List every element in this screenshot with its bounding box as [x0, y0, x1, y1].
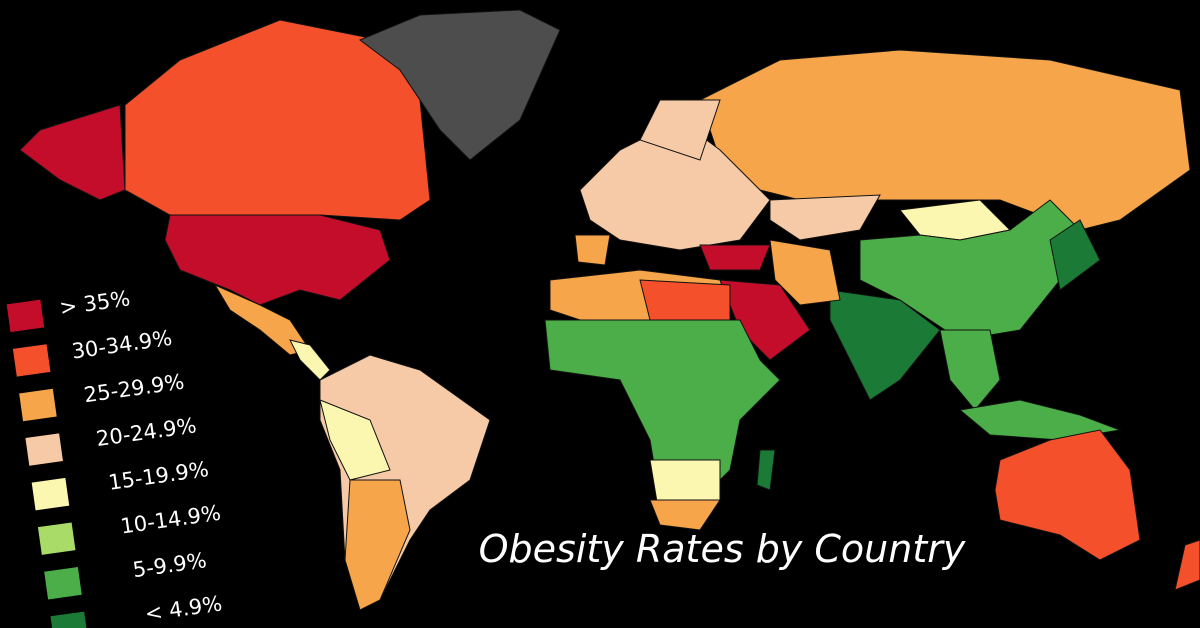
- central-america: [289, 339, 331, 381]
- legend-swatch: [25, 433, 63, 466]
- southeast-asia: [939, 329, 1001, 411]
- iberia: [574, 234, 611, 266]
- new-zealand: [1174, 539, 1200, 591]
- legend-swatch: [12, 344, 51, 377]
- usa: [164, 214, 391, 306]
- alaska: [19, 104, 126, 201]
- scandinavia: [639, 99, 721, 161]
- australia: [994, 429, 1141, 561]
- greenland: [359, 9, 561, 161]
- india: [829, 289, 941, 401]
- south-africa: [649, 499, 721, 531]
- madagascar: [756, 449, 776, 491]
- japan: [1049, 219, 1101, 291]
- canada: [124, 19, 431, 221]
- kazakhstan: [769, 194, 881, 241]
- legend-swatch: [19, 388, 57, 422]
- andes-region: [319, 399, 391, 481]
- argentina: [344, 479, 411, 611]
- legend-swatch: [6, 299, 45, 333]
- legend-swatch: [37, 522, 76, 555]
- turkey: [699, 244, 771, 271]
- iran: [769, 239, 841, 306]
- legend-swatch: [44, 567, 82, 600]
- map-title: Obesity Rates by Country: [479, 527, 966, 571]
- libya-egypt: [639, 279, 731, 321]
- countries: [19, 9, 1200, 611]
- indonesia: [958, 399, 1122, 441]
- russia: [699, 49, 1191, 231]
- legend-swatch: [31, 477, 70, 511]
